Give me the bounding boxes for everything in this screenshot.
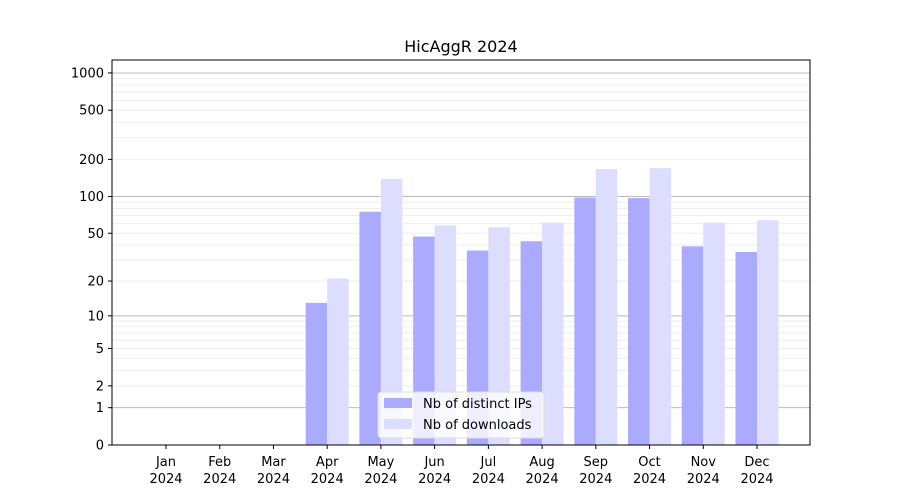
legend-label: Nb of downloads: [423, 418, 532, 433]
x-tick-label: Apr: [316, 455, 339, 470]
y-tick-label: 100: [79, 190, 104, 205]
bar-ips: [359, 211, 381, 445]
x-tick-label: Dec: [744, 455, 769, 470]
x-tick-label: 2024: [633, 472, 666, 487]
y-tick-label: 0: [96, 439, 104, 454]
x-tick-label: Oct: [638, 455, 660, 470]
bar-downloads: [380, 178, 403, 445]
bar-downloads: [542, 222, 564, 445]
bar-downloads: [757, 220, 779, 445]
x-tick-label: 2024: [203, 472, 236, 487]
bar-downloads: [595, 169, 618, 445]
x-tick-label: Jul: [480, 455, 497, 470]
y-tick-label: 1000: [71, 66, 104, 81]
y-tick-label: 5: [96, 342, 104, 357]
x-tick-label: 2024: [526, 472, 559, 487]
bar-downloads: [327, 278, 349, 445]
x-tick-label: 2024: [740, 472, 773, 487]
legend-swatch: [384, 419, 412, 429]
bar-ips: [574, 197, 596, 445]
bar-downloads: [703, 222, 725, 445]
x-tick-label: Aug: [529, 455, 554, 470]
legend-label: Nb of distinct IPs: [423, 397, 532, 412]
x-tick-label: 2024: [418, 472, 451, 487]
x-tick-label: 2024: [364, 472, 397, 487]
bar-ips: [305, 302, 328, 445]
bar-ips: [681, 246, 704, 445]
x-tick-label: May: [367, 455, 394, 470]
bar-downloads: [649, 168, 672, 446]
x-tick-label: Sep: [584, 455, 609, 470]
y-tick-label: 2: [96, 379, 104, 394]
x-tick-label: Mar: [261, 455, 286, 470]
x-tick-label: 2024: [149, 472, 182, 487]
x-tick-label: Jun: [423, 455, 444, 470]
x-tick-label: 2024: [579, 472, 612, 487]
y-tick-label: 50: [87, 227, 104, 242]
x-tick-label: 2024: [472, 472, 505, 487]
bar-ips: [628, 198, 650, 445]
y-tick-label: 500: [79, 104, 104, 119]
bar-downloads: [434, 225, 457, 445]
bar-ips: [735, 252, 757, 445]
y-tick-label: 20: [87, 275, 104, 290]
plot-frame: [111, 59, 811, 446]
legend: Nb of distinct IPs Nb of downloads: [377, 391, 545, 439]
legend-box: [377, 391, 545, 439]
bar-downloads: [488, 227, 510, 445]
x-tick-label: Nov: [691, 455, 717, 470]
x-tick-label: Jan: [155, 455, 176, 470]
y-tick-label: 1: [96, 401, 104, 416]
chart-title: HicAggR 2024: [404, 37, 517, 56]
legend-swatch: [384, 398, 412, 408]
y-tick-label: 200: [79, 153, 104, 168]
x-tick-label: Feb: [208, 455, 231, 470]
x-tick-label: 2024: [311, 472, 344, 487]
y-tick-label: 10: [87, 309, 104, 324]
x-tick-label: 2024: [257, 472, 290, 487]
x-tick-label: 2024: [687, 472, 720, 487]
